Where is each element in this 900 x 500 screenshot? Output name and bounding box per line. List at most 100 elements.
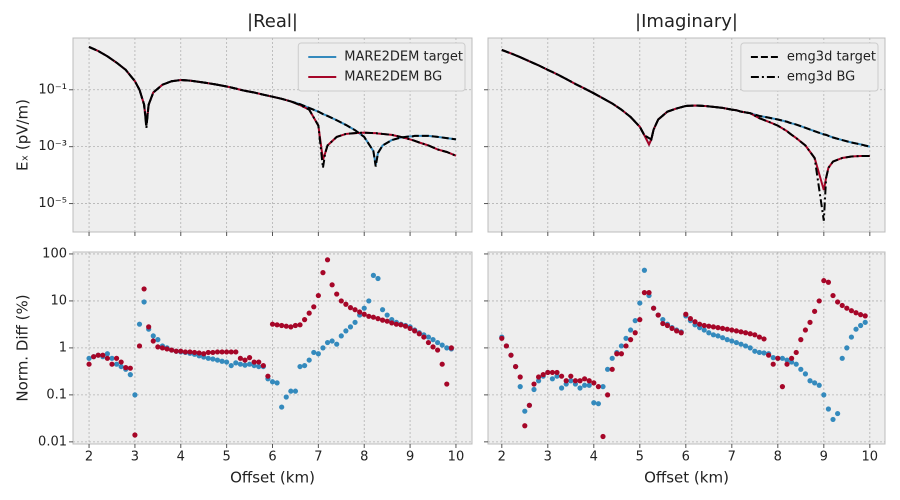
point: [375, 275, 381, 282]
point: [150, 333, 156, 339]
point: [559, 373, 565, 379]
point: [132, 392, 138, 398]
point: [425, 334, 432, 340]
point: [848, 334, 855, 340]
point: [540, 372, 546, 378]
point: [338, 298, 344, 304]
point: [756, 334, 763, 340]
point: [720, 325, 726, 332]
point: [646, 290, 652, 296]
point: [315, 292, 321, 299]
point: [572, 378, 579, 384]
legend-label: emg3d BG: [787, 70, 855, 85]
point: [228, 349, 234, 355]
point: [306, 310, 312, 316]
point: [448, 345, 454, 351]
point: [687, 316, 694, 322]
point: [637, 300, 643, 306]
point: [807, 378, 813, 384]
point: [338, 333, 344, 339]
point: [302, 317, 308, 323]
point: [352, 307, 358, 313]
point: [821, 278, 827, 284]
point: [761, 350, 767, 356]
point: [283, 394, 289, 400]
point: [379, 307, 386, 313]
point: [182, 349, 188, 355]
point: [256, 359, 262, 365]
point: [729, 327, 735, 333]
point: [191, 349, 198, 356]
point: [595, 401, 602, 407]
x-tick-label: 10: [448, 450, 465, 465]
point: [664, 322, 671, 329]
point: [724, 326, 730, 332]
point: [844, 305, 850, 311]
point: [770, 355, 776, 361]
y-tick-label: 100: [42, 246, 67, 261]
point: [591, 400, 597, 406]
point: [155, 337, 161, 343]
point: [738, 341, 744, 347]
point: [655, 312, 661, 318]
point: [812, 308, 818, 314]
point: [288, 324, 294, 330]
point: [100, 352, 106, 358]
point: [747, 331, 753, 337]
x-tick-label: 5: [222, 450, 230, 465]
point: [370, 272, 376, 278]
point: [600, 384, 606, 390]
point: [136, 321, 143, 327]
point: [109, 361, 115, 367]
point: [265, 373, 271, 379]
x-tick-label: 3: [131, 450, 139, 465]
point: [288, 388, 294, 394]
series-line: [501, 49, 870, 221]
x-tick-label: 10: [862, 450, 879, 465]
x-tick-label: 4: [177, 450, 185, 465]
point: [113, 355, 120, 361]
point: [260, 362, 266, 369]
point: [830, 416, 836, 423]
point: [733, 328, 740, 334]
point: [577, 378, 583, 384]
y-tick-label: 10⁻¹: [38, 82, 67, 97]
point: [237, 355, 243, 361]
point: [375, 316, 381, 322]
point: [164, 346, 170, 352]
point: [789, 359, 795, 365]
point: [779, 384, 786, 390]
y-axis-label: Eₓ (pV/m): [14, 99, 32, 171]
point: [651, 305, 657, 311]
point: [779, 355, 786, 361]
point: [784, 361, 790, 367]
point: [421, 334, 427, 340]
point: [320, 270, 326, 276]
point: [710, 332, 717, 338]
point: [159, 345, 166, 351]
point: [752, 332, 758, 338]
series-line: [88, 46, 457, 168]
point: [196, 350, 202, 356]
point: [660, 317, 666, 323]
point: [402, 323, 409, 329]
point: [526, 402, 533, 408]
point: [623, 343, 629, 349]
point: [430, 344, 436, 350]
point: [343, 328, 349, 334]
point: [660, 320, 666, 327]
point: [86, 361, 92, 367]
point: [706, 330, 712, 336]
point: [536, 374, 542, 380]
point: [398, 322, 404, 328]
x-tick-label: 4: [590, 450, 598, 465]
point: [862, 313, 868, 319]
point: [517, 384, 523, 390]
point: [591, 380, 597, 386]
point: [618, 343, 625, 349]
legend-box: [297, 42, 466, 92]
point: [256, 363, 262, 370]
point: [802, 371, 809, 377]
point: [347, 305, 354, 311]
point: [554, 369, 560, 376]
